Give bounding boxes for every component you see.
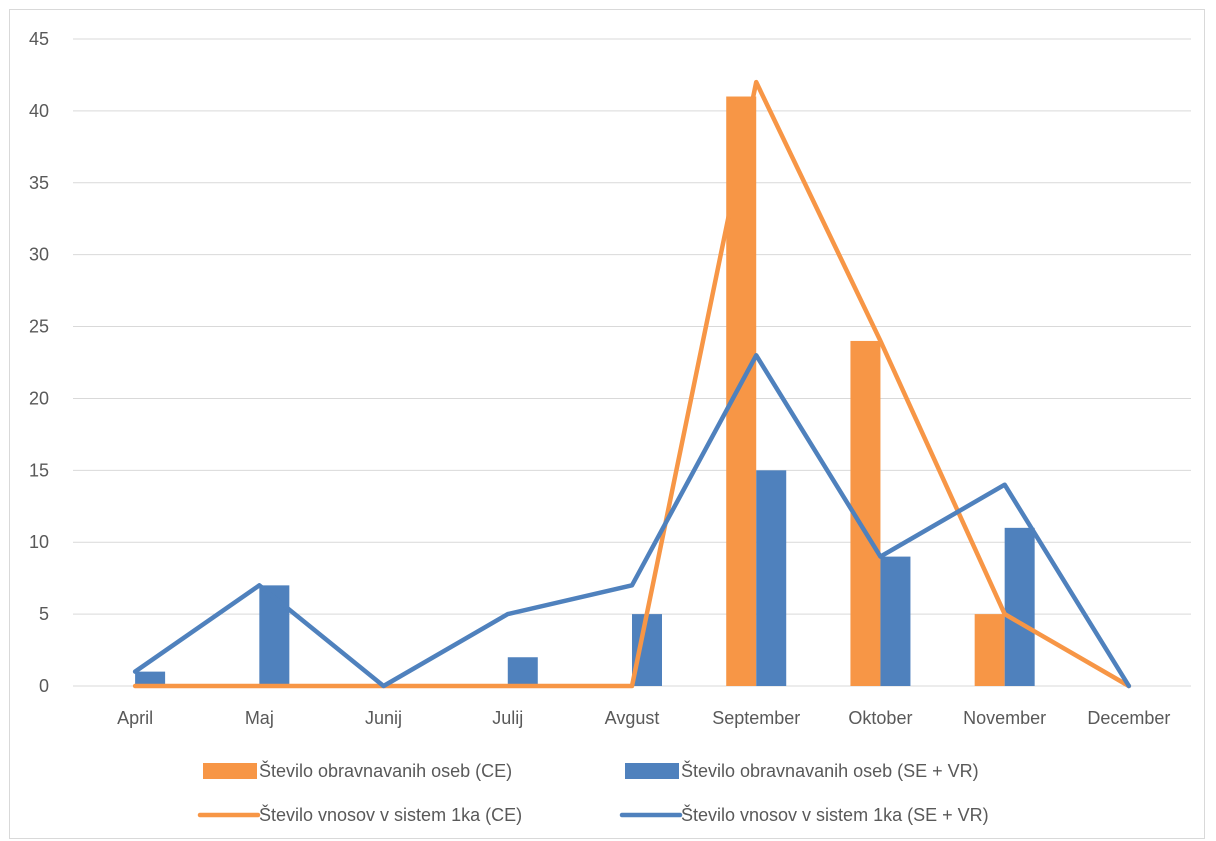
y-tick-label: 35 — [29, 173, 49, 193]
y-axis-ticks: 0 5 10 15 20 25 30 35 40 45 — [29, 29, 49, 696]
x-tick-label: April — [117, 708, 153, 728]
lines — [132, 79, 1132, 689]
x-tick-label: Maj — [245, 708, 274, 728]
legend-item-3: Število vnosov v sistem 1ka (CE) — [197, 804, 522, 825]
bar-se-vr-julij — [507, 657, 538, 686]
bar-se-vr-oktober — [880, 556, 911, 686]
x-tick-label: December — [1087, 708, 1170, 728]
x-tick-label: Avgust — [605, 708, 660, 728]
bar-ce-september — [726, 96, 757, 686]
bar-se-vr-september — [756, 470, 787, 686]
y-tick-label: 15 — [29, 460, 49, 480]
chart-frame — [9, 9, 1205, 839]
x-tick-label: Julij — [492, 708, 523, 728]
bars — [135, 96, 1035, 686]
bar-se-vr-april — [135, 671, 166, 686]
x-tick-label: Oktober — [848, 708, 912, 728]
legend-label: Število obravnavanih oseb (CE) — [259, 760, 512, 781]
bar-se-vr-november — [1004, 527, 1035, 686]
y-tick-label: 10 — [29, 532, 49, 552]
legend-item-1: Število obravnavanih oseb (CE) — [203, 760, 512, 781]
legend-label: Število vnosov v sistem 1ka (SE + VR) — [681, 804, 989, 825]
legend-swatch — [625, 763, 679, 779]
x-axis-ticks: April Maj Junij Julij Avgust September Oktober… — [117, 708, 1170, 728]
bar-ce-november — [974, 614, 1005, 686]
legend-label: Število obravnavanih oseb (SE + VR) — [681, 760, 979, 781]
legend-item-4: Število vnosov v sistem 1ka (SE + VR) — [619, 804, 989, 825]
x-tick-label: November — [963, 708, 1046, 728]
legend-swatch — [203, 763, 257, 779]
y-tick-label: 45 — [29, 29, 49, 49]
legend: Število obravnavanih oseb (CE) Število ob… — [197, 760, 989, 825]
line-se-vr — [132, 353, 1132, 689]
y-tick-label: 25 — [29, 317, 49, 337]
bar-se-vr-maj — [259, 585, 290, 686]
y-tick-label: 40 — [29, 101, 49, 121]
line-ce — [132, 79, 1132, 689]
y-tick-label: 20 — [29, 388, 49, 408]
legend-item-2: Število obravnavanih oseb (SE + VR) — [625, 760, 979, 781]
y-tick-label: 5 — [39, 604, 49, 624]
y-tick-label: 30 — [29, 245, 49, 265]
bar-se-vr-avgust — [632, 614, 662, 686]
y-tick-label: 0 — [39, 676, 49, 696]
x-tick-label: September — [712, 708, 800, 728]
x-tick-label: Junij — [365, 708, 402, 728]
legend-label: Število vnosov v sistem 1ka (CE) — [259, 804, 522, 825]
